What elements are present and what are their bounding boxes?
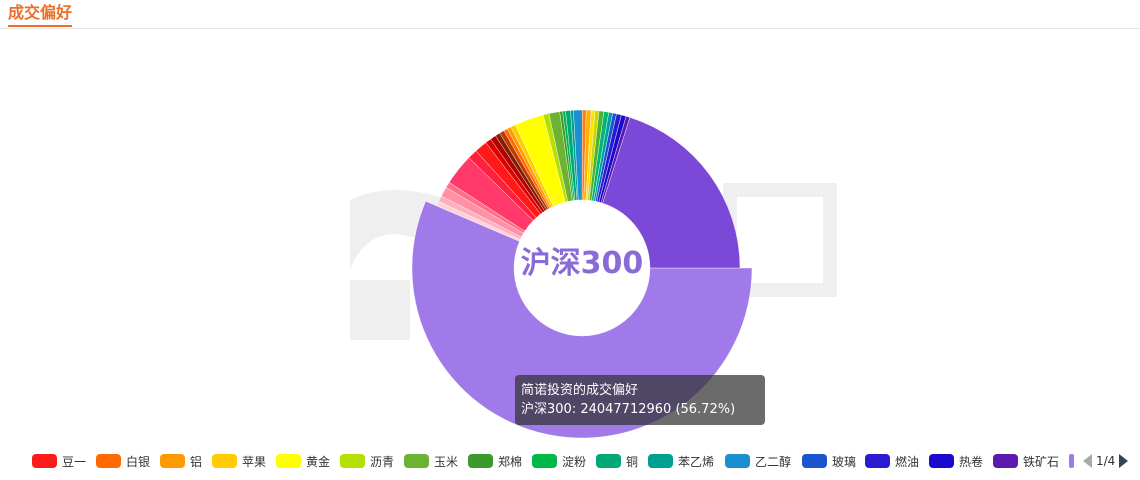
legend-swatch	[725, 454, 750, 468]
center-label: 沪深300	[520, 246, 644, 281]
legend-swatch	[468, 454, 493, 468]
legend-swatch	[276, 454, 301, 468]
legend-label: 乙二醇	[755, 454, 792, 469]
legend-label: 苹果	[242, 454, 267, 469]
section-title: 成交偏好	[8, 4, 73, 27]
legend-item[interactable]: 铜	[596, 450, 638, 472]
legend-label: 铁矿石	[1023, 454, 1060, 469]
legend-item[interactable]: 沥青	[340, 450, 394, 472]
chart-tooltip: 简诺投资的成交偏好 沪深300: 24047712960 (56.72%)	[515, 375, 765, 425]
legend-swatch	[340, 454, 365, 468]
tooltip-value: 沪深300: 24047712960 (56.72%)	[521, 402, 736, 417]
prev-page-icon[interactable]	[1083, 454, 1092, 468]
legend-swatch	[802, 454, 827, 468]
legend-swatch	[865, 454, 890, 468]
legend-item[interactable]: 玻璃	[802, 450, 856, 472]
legend-label: 黄金	[306, 454, 331, 469]
legend-swatch	[96, 454, 121, 468]
legend-item[interactable]: 乙二醇	[725, 450, 791, 472]
legend-label: 白银	[126, 454, 151, 469]
tooltip-title: 简诺投资的成交偏好	[521, 383, 639, 398]
legend-item[interactable]: 苹果	[212, 450, 266, 472]
legend-swatch	[532, 454, 557, 468]
legend-swatch	[32, 454, 57, 468]
legend-item[interactable]: 白银	[96, 450, 150, 472]
legend-item[interactable]: 热卷	[929, 450, 983, 472]
legend-page-indicator: 1/4	[1096, 454, 1116, 468]
legend-swatch	[212, 454, 237, 468]
legend-item[interactable]: 铁矿石	[993, 450, 1059, 472]
legend-item[interactable]: 玉米	[404, 450, 458, 472]
legend-swatch	[648, 454, 673, 468]
legend-swatch	[993, 454, 1018, 468]
legend-item[interactable]: 黄金	[276, 450, 330, 472]
legend-swatch	[596, 454, 621, 468]
legend-item[interactable]: 铝	[160, 450, 202, 472]
legend-swatch-partial	[1069, 454, 1074, 468]
legend-label: 热卷	[959, 454, 984, 469]
legend-swatch	[160, 454, 185, 468]
legend-item[interactable]: 郑棉	[468, 450, 522, 472]
legend-item[interactable]: 豆一	[32, 450, 86, 472]
legend-swatch	[404, 454, 429, 468]
legend-label: 郑棉	[498, 454, 523, 469]
legend-label: 铝	[190, 454, 203, 469]
legend-pager: 1/4	[1083, 452, 1129, 470]
legend-label: 玉米	[434, 454, 459, 469]
legend-label: 苯乙烯	[678, 454, 715, 469]
legend-label: 铜	[626, 454, 639, 469]
chart-legend: 豆一 白银 铝 苹果 黄金 沥青 玉米 郑棉 淀粉 铜 苯乙烯 乙二醇 玻璃 燃油 热卷 铁矿石	[32, 450, 1074, 472]
legend-label: 燃油	[895, 454, 920, 469]
section-header: 成交偏好	[0, 0, 1140, 29]
legend-item[interactable]: 苯乙烯	[648, 450, 714, 472]
legend-label: 淀粉	[562, 454, 587, 469]
legend-label: 豆一	[62, 454, 87, 469]
next-page-icon[interactable]	[1119, 454, 1129, 468]
legend-item[interactable]: 燃油	[865, 450, 919, 472]
legend-label: 玻璃	[832, 454, 857, 469]
legend-swatch	[929, 454, 954, 468]
pie-slice-34[interactable]	[602, 117, 741, 269]
legend-item[interactable]: 淀粉	[532, 450, 586, 472]
legend-label: 沥青	[370, 454, 395, 469]
